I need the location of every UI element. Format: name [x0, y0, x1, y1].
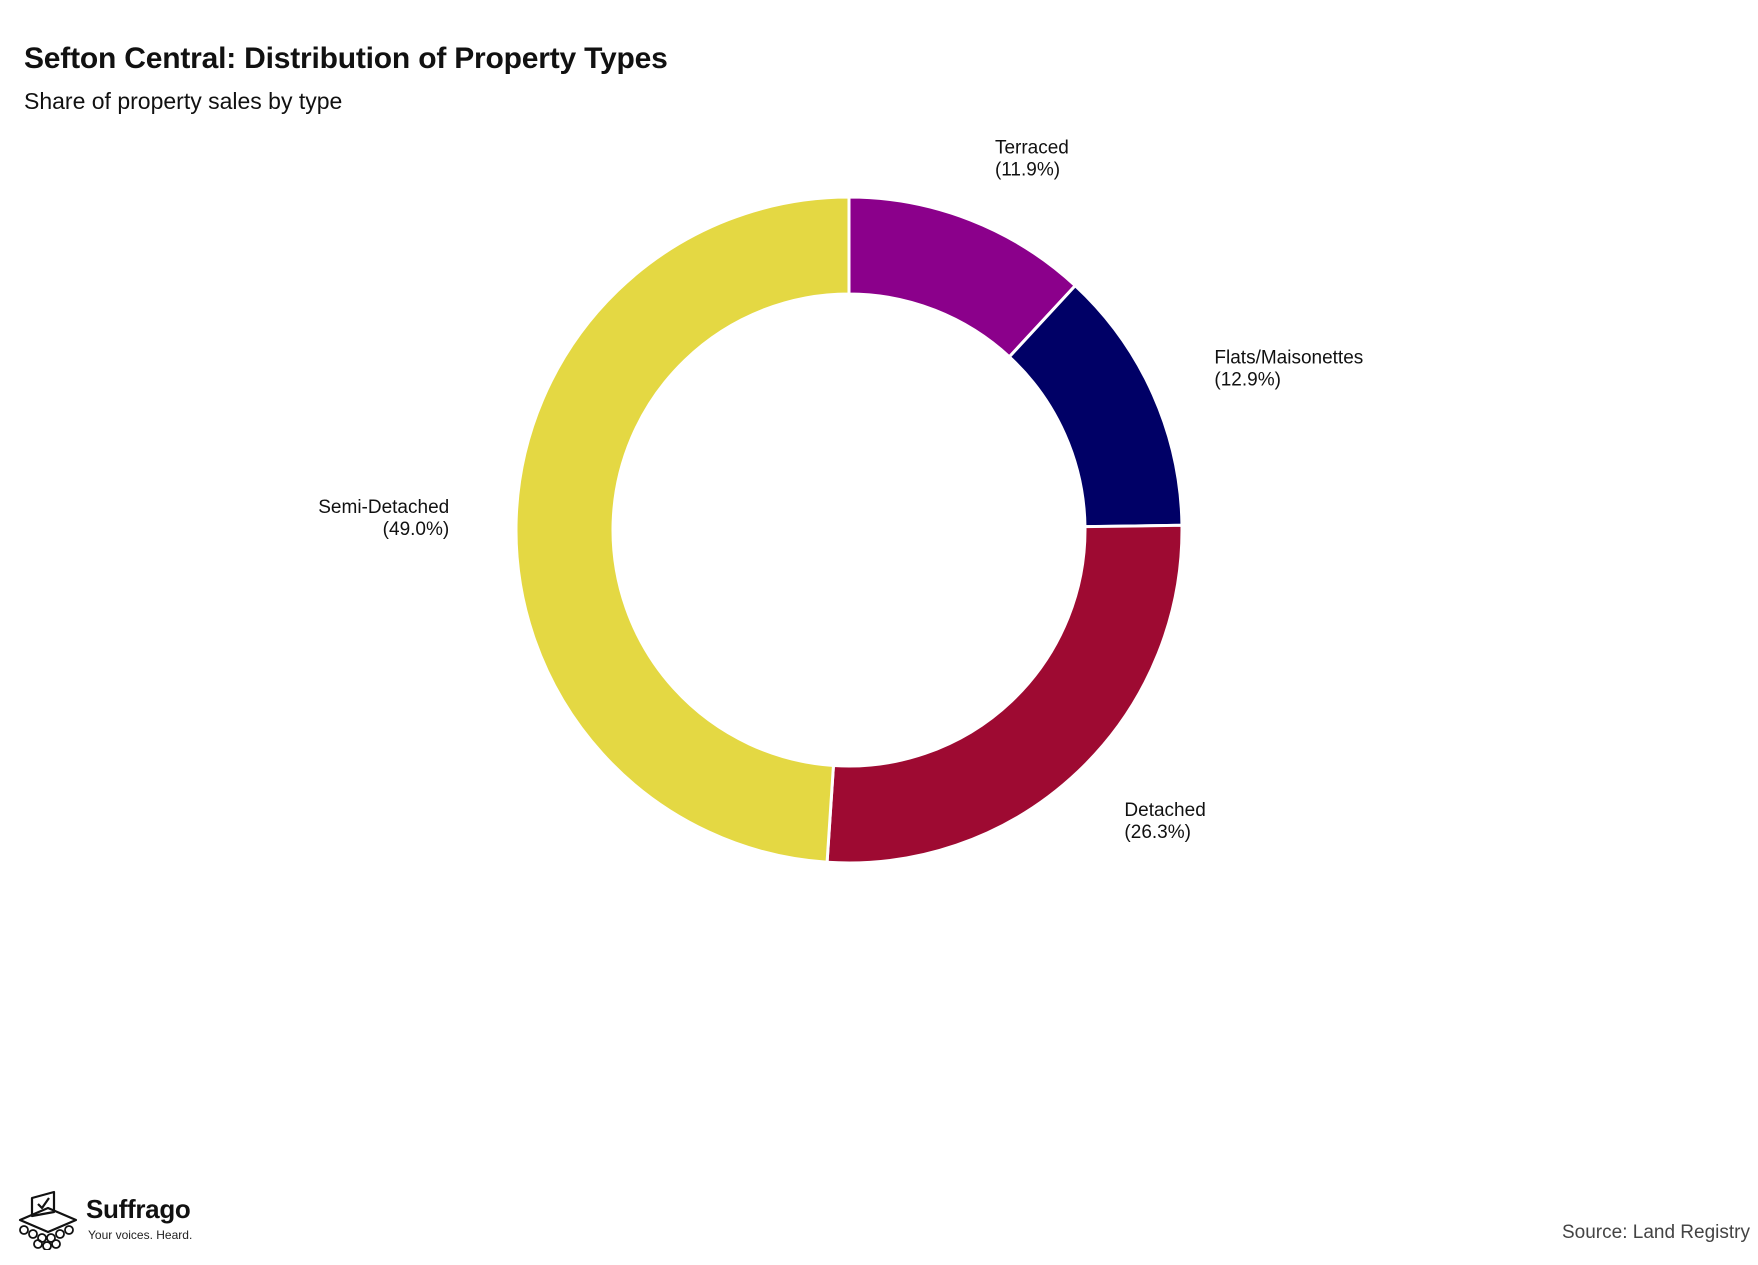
chart-title: Sefton Central: Distribution of Property… — [24, 42, 668, 75]
slice-labels: Terraced (11.9%) Flats/Maisonettes (12.9%) D… — [318, 138, 1363, 843]
donut-slices — [514, 195, 1184, 865]
slice-semi-detached — [514, 195, 851, 864]
brand-name: Suffrago — [86, 1194, 191, 1224]
slice-detached — [825, 523, 1184, 865]
brand-logo: Suffrago Your voices. Heard. — [14, 1190, 214, 1250]
slice-label-flats-maisonettes: Flats/Maisonettes (12.9%) — [1214, 347, 1363, 390]
ballot-box-icon — [18, 1190, 78, 1250]
brand-tagline: Your voices. Heard. — [88, 1228, 193, 1242]
slice-label-semi-detached: Semi-Detached (49.0%) — [318, 497, 449, 540]
chart-subtitle: Share of property sales by type — [24, 88, 343, 114]
source-note: Source: Land Registry — [1562, 1222, 1750, 1243]
slice-label-detached: Detached (26.3%) — [1124, 800, 1205, 843]
slice-label-terraced: Terraced (11.9%) — [995, 138, 1069, 181]
